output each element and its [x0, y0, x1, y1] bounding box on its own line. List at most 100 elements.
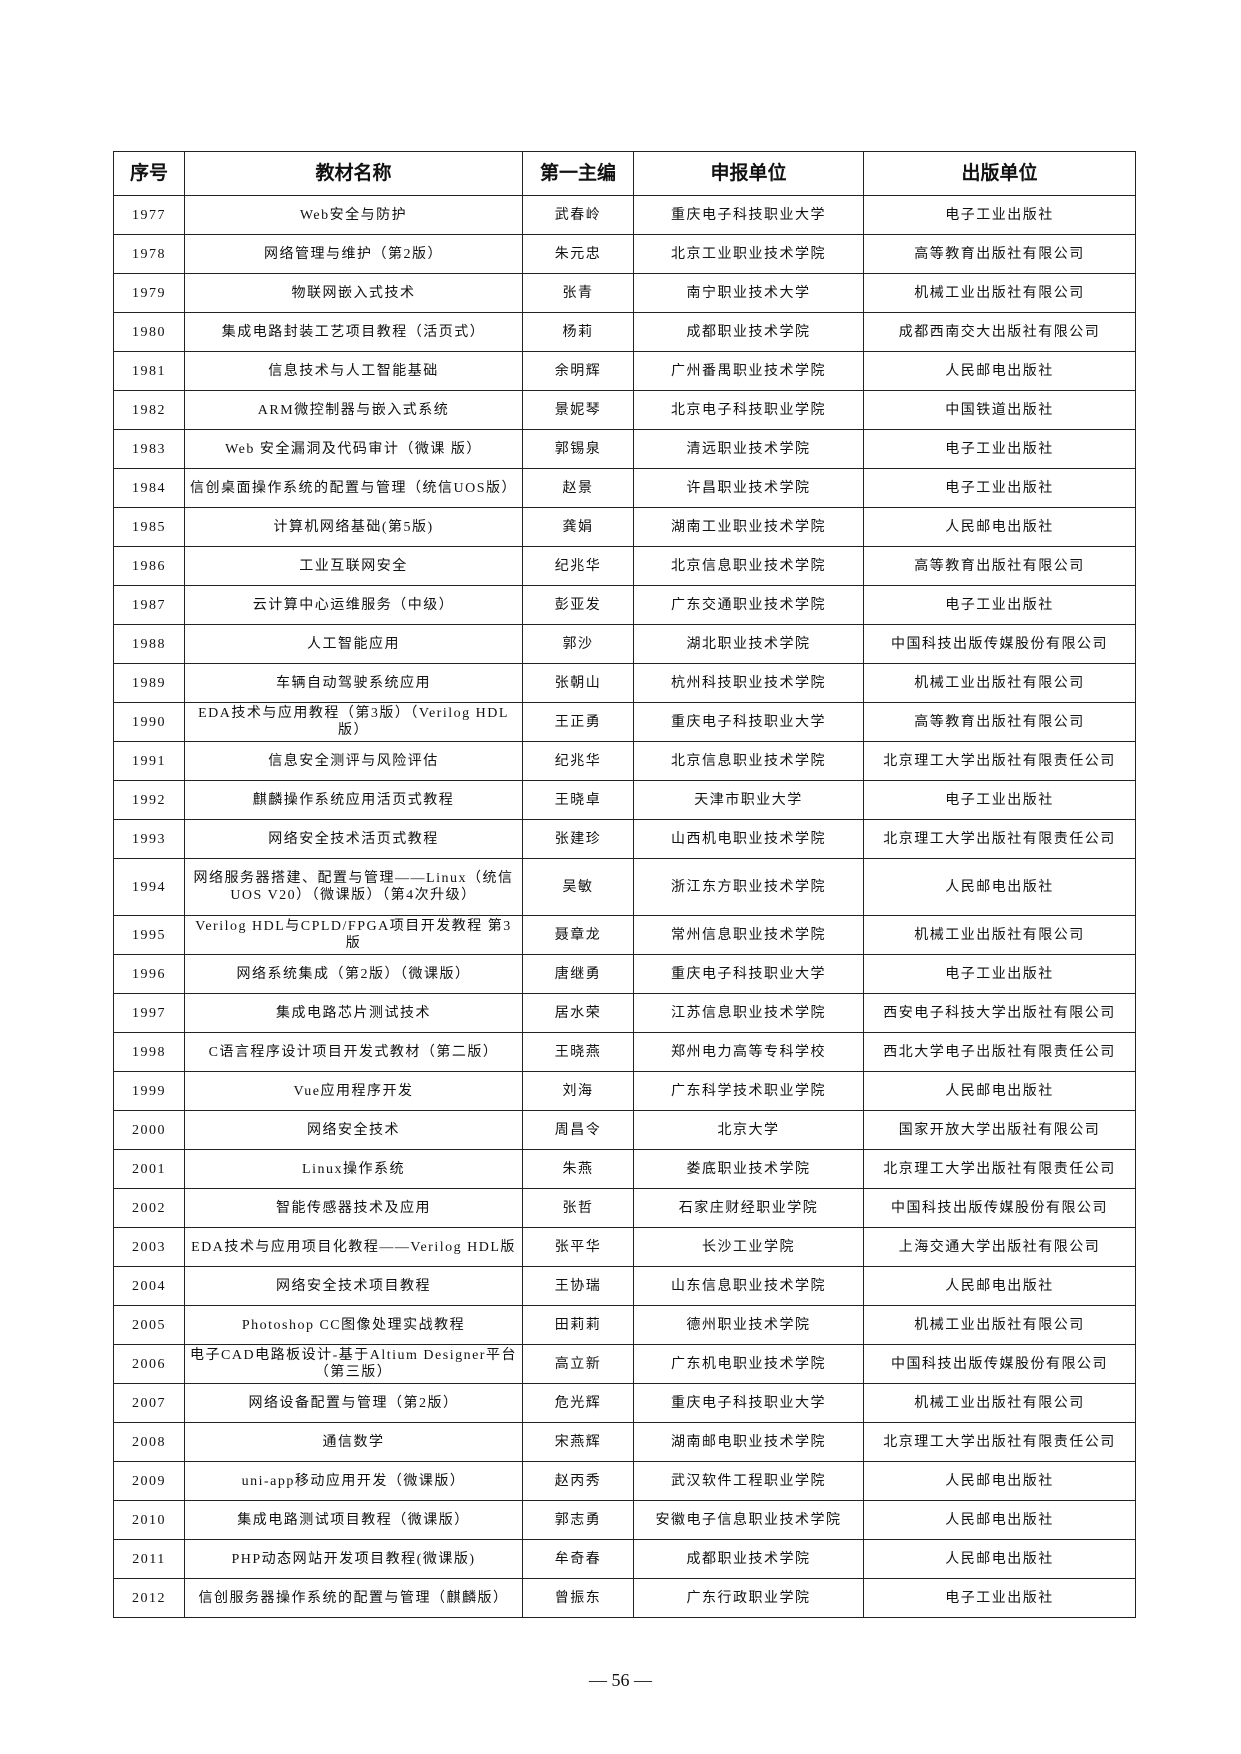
table-row: 2003 EDA技术与应用项目化教程——Verilog HDL版 张平华 长沙工业学院…: [113, 1227, 1136, 1267]
cell-applicant-unit: 浙江东方职业技术学院: [633, 858, 864, 916]
cell-textbook-name: 麒麟操作系统应用活页式教程: [184, 780, 523, 820]
cell-applicant-unit: 湖南邮电职业技术学院: [633, 1422, 864, 1462]
cell-serial-number: 2011: [113, 1539, 185, 1579]
cell-applicant-unit: 重庆电子科技职业大学: [633, 702, 864, 742]
cell-publisher: 北京理工大学出版社有限责任公司: [863, 1422, 1136, 1462]
cell-applicant-unit: 北京电子科技职业学院: [633, 390, 864, 430]
cell-publisher: 机械工业出版社有限公司: [863, 1383, 1136, 1423]
table-row: 1980 集成电路封装工艺项目教程（活页式） 杨莉 成都职业技术学院 成都西南交大出版社…: [113, 312, 1136, 352]
cell-textbook-name: 网络安全技术项目教程: [184, 1266, 523, 1306]
cell-applicant-unit: 广州番禺职业技术学院: [633, 351, 864, 391]
cell-chief-editor: 郭锡泉: [522, 429, 634, 469]
cell-serial-number: 1988: [113, 624, 185, 664]
cell-serial-number: 1977: [113, 195, 185, 235]
cell-chief-editor: 张平华: [522, 1227, 634, 1267]
cell-publisher: 人民邮电出版社: [863, 507, 1136, 547]
cell-publisher: 电子工业出版社: [863, 195, 1136, 235]
cell-serial-number: 2009: [113, 1461, 185, 1501]
cell-serial-number: 2002: [113, 1188, 185, 1228]
cell-chief-editor: 武春岭: [522, 195, 634, 235]
cell-applicant-unit: 湖北职业技术学院: [633, 624, 864, 664]
cell-publisher: 西安电子科技大学出版社有限公司: [863, 993, 1136, 1033]
cell-serial-number: 1991: [113, 741, 185, 781]
cell-applicant-unit: 天津市职业大学: [633, 780, 864, 820]
cell-textbook-name: ARM微控制器与嵌入式系统: [184, 390, 523, 430]
cell-serial-number: 2005: [113, 1305, 185, 1345]
cell-serial-number: 1992: [113, 780, 185, 820]
cell-publisher: 人民邮电出版社: [863, 858, 1136, 916]
cell-serial-number: 1980: [113, 312, 185, 352]
cell-applicant-unit: 郑州电力高等专科学校: [633, 1032, 864, 1072]
cell-textbook-name: 信创桌面操作系统的配置与管理（统信UOS版）: [184, 468, 523, 508]
table-row: 1979 物联网嵌入式技术 张青 南宁职业技术大学 机械工业出版社有限公司: [113, 273, 1136, 313]
cell-publisher: 北京理工大学出版社有限责任公司: [863, 819, 1136, 859]
table-row: 1983 Web 安全漏洞及代码审计（微课 版） 郭锡泉 清远职业技术学院 电子工业出版…: [113, 429, 1136, 469]
cell-serial-number: 2012: [113, 1578, 185, 1618]
cell-textbook-name: 网络服务器搭建、配置与管理——Linux（统信UOS V20）（微课版）（第4次…: [184, 858, 523, 916]
cell-chief-editor: 赵景: [522, 468, 634, 508]
cell-serial-number: 1981: [113, 351, 185, 391]
cell-chief-editor: 朱元忠: [522, 234, 634, 274]
cell-serial-number: 1998: [113, 1032, 185, 1072]
cell-textbook-name: 网络系统集成（第2版）（微课版）: [184, 954, 523, 994]
table-row: 1993 网络安全技术活页式教程 张建珍 山西机电职业技术学院 北京理工大学出版社有限责…: [113, 819, 1136, 859]
table-row: 1991 信息安全测评与风险评估 纪兆华 北京信息职业技术学院 北京理工大学出版社有限责…: [113, 741, 1136, 781]
cell-serial-number: 1993: [113, 819, 185, 859]
cell-serial-number: 2003: [113, 1227, 185, 1267]
cell-chief-editor: 周昌令: [522, 1110, 634, 1150]
cell-textbook-name: 集成电路测试项目教程（微课版）: [184, 1500, 523, 1540]
cell-chief-editor: 朱燕: [522, 1149, 634, 1189]
cell-applicant-unit: 北京工业职业技术学院: [633, 234, 864, 274]
cell-chief-editor: 聂章龙: [522, 915, 634, 955]
cell-chief-editor: 张青: [522, 273, 634, 313]
cell-serial-number: 2008: [113, 1422, 185, 1462]
cell-publisher: 国家开放大学出版社有限公司: [863, 1110, 1136, 1150]
cell-applicant-unit: 湖南工业职业技术学院: [633, 507, 864, 547]
header-publisher: 出版单位: [863, 151, 1136, 196]
cell-chief-editor: 纪兆华: [522, 546, 634, 586]
table-row: 1994 网络服务器搭建、配置与管理——Linux（统信UOS V20）（微课版）…: [113, 858, 1136, 916]
cell-publisher: 人民邮电出版社: [863, 1539, 1136, 1579]
cell-applicant-unit: 娄底职业技术学院: [633, 1149, 864, 1189]
cell-publisher: 机械工业出版社有限公司: [863, 1305, 1136, 1345]
cell-applicant-unit: 常州信息职业技术学院: [633, 915, 864, 955]
cell-applicant-unit: 广东机电职业技术学院: [633, 1344, 864, 1384]
table-row: 2011 PHP动态网站开发项目教程(微课版) 牟奇春 成都职业技术学院 人民邮电出版社: [113, 1539, 1136, 1579]
cell-textbook-name: 网络管理与维护（第2版）: [184, 234, 523, 274]
cell-serial-number: 1979: [113, 273, 185, 313]
cell-publisher: 成都西南交大出版社有限公司: [863, 312, 1136, 352]
cell-serial-number: 2000: [113, 1110, 185, 1150]
cell-chief-editor: 杨莉: [522, 312, 634, 352]
cell-applicant-unit: 山西机电职业技术学院: [633, 819, 864, 859]
cell-serial-number: 1983: [113, 429, 185, 469]
cell-publisher: 北京理工大学出版社有限责任公司: [863, 741, 1136, 781]
cell-publisher: 人民邮电出版社: [863, 1461, 1136, 1501]
cell-applicant-unit: 北京信息职业技术学院: [633, 546, 864, 586]
cell-serial-number: 1985: [113, 507, 185, 547]
table-row: 1982 ARM微控制器与嵌入式系统 景妮琴 北京电子科技职业学院 中国铁道出版社: [113, 390, 1136, 430]
cell-textbook-name: 信息技术与人工智能基础: [184, 351, 523, 391]
cell-publisher: 机械工业出版社有限公司: [863, 663, 1136, 703]
cell-publisher: 电子工业出版社: [863, 429, 1136, 469]
cell-textbook-name: 车辆自动驾驶系统应用: [184, 663, 523, 703]
cell-textbook-name: 网络设备配置与管理（第2版）: [184, 1383, 523, 1423]
cell-textbook-name: EDA技术与应用教程（第3版）（Verilog HDL版）: [184, 702, 523, 742]
cell-textbook-name: 电子CAD电路板设计-基于Altium Designer平台（第三版）: [184, 1344, 523, 1384]
cell-applicant-unit: 重庆电子科技职业大学: [633, 1383, 864, 1423]
cell-serial-number: 1994: [113, 858, 185, 916]
cell-publisher: 机械工业出版社有限公司: [863, 915, 1136, 955]
table-row: 1989 车辆自动驾驶系统应用 张朝山 杭州科技职业技术学院 机械工业出版社有限公司: [113, 663, 1136, 703]
cell-applicant-unit: 广东科学技术职业学院: [633, 1071, 864, 1111]
table-row: 2010 集成电路测试项目教程（微课版） 郭志勇 安徽电子信息职业技术学院 人民邮电出版…: [113, 1500, 1136, 1540]
cell-applicant-unit: 南宁职业技术大学: [633, 273, 864, 313]
cell-chief-editor: 王晓燕: [522, 1032, 634, 1072]
cell-publisher: 中国铁道出版社: [863, 390, 1136, 430]
cell-serial-number: 1996: [113, 954, 185, 994]
cell-serial-number: 1999: [113, 1071, 185, 1111]
cell-publisher: 高等教育出版社有限公司: [863, 546, 1136, 586]
cell-publisher: 人民邮电出版社: [863, 1071, 1136, 1111]
cell-applicant-unit: 武汉软件工程职业学院: [633, 1461, 864, 1501]
cell-publisher: 中国科技出版传媒股份有限公司: [863, 1344, 1136, 1384]
cell-chief-editor: 王正勇: [522, 702, 634, 742]
cell-applicant-unit: 许昌职业技术学院: [633, 468, 864, 508]
